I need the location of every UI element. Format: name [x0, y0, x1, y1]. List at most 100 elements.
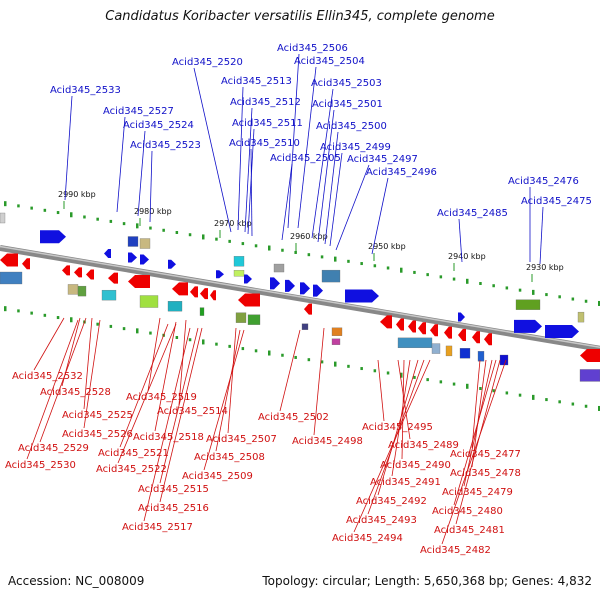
gene-label-bottom: Acid345_2489	[388, 440, 459, 451]
scale-tick-label: 2980 kbp	[134, 207, 172, 216]
gene-label-bottom: Acid345_2498	[292, 436, 363, 447]
outer-scale-dot	[426, 273, 429, 277]
outer-scale-dot	[96, 217, 99, 221]
leader-line-top	[324, 131, 339, 245]
gene-feature-box	[77, 285, 87, 297]
inner-scale-dot	[558, 400, 561, 404]
gene-arrow-forward	[168, 259, 176, 269]
inner-scale-dot	[360, 367, 363, 371]
inner-scale-dot	[334, 361, 337, 367]
gene-feature-box	[233, 270, 245, 277]
gene-feature-box	[139, 295, 159, 308]
leader-line-bottom	[471, 359, 487, 468]
gene-label-bottom: Acid345_2532	[12, 371, 83, 382]
inner-scale-dot	[30, 311, 33, 315]
gene-arrow-reverse	[396, 318, 404, 331]
inner-scale-dot	[96, 322, 99, 326]
outer-scale-dot	[281, 248, 284, 252]
leader-line-bottom	[119, 323, 169, 448]
gene-arrow-forward	[244, 274, 252, 284]
outer-scale-dot	[360, 262, 363, 266]
outer-scale-dot	[479, 282, 482, 286]
gene-feature-box	[127, 236, 139, 247]
gene-arrow-reverse	[472, 331, 480, 344]
leader-line-top	[281, 163, 293, 241]
gene-label-top: Acid345_2501	[312, 99, 383, 110]
outer-scale-dot	[598, 300, 600, 306]
gene-label-top: Acid345_2533	[50, 85, 121, 96]
gene-label-bottom: Acid345_2508	[194, 452, 265, 463]
leader-line-bottom	[83, 319, 101, 429]
gene-label-top: Acid345_2512	[230, 97, 301, 108]
gene-label-top: Acid345_2476	[508, 176, 579, 187]
outer-scale-dot	[122, 222, 126, 226]
outer-scale-dot	[202, 234, 205, 240]
leader-line-top	[329, 152, 343, 247]
leader-line-top	[149, 150, 153, 223]
gene-label-bottom: Acid345_2528	[40, 387, 111, 398]
gene-arrow-forward	[285, 279, 295, 292]
inner-scale-dot	[70, 317, 73, 323]
gene-feature-box	[459, 348, 471, 359]
gene-label-top: Acid345_2510	[229, 138, 300, 149]
gene-label-top: Acid345_2503	[311, 78, 382, 89]
gene-label-top: Acid345_2513	[221, 76, 292, 87]
leader-line-bottom	[154, 321, 177, 432]
outer-scale-dot	[584, 299, 588, 303]
gene-arrow-reverse	[484, 333, 492, 346]
inner-scale-dot	[17, 309, 20, 313]
outer-scale-dot	[545, 293, 548, 297]
gene-arrow-forward	[104, 248, 111, 258]
scale-tick-label: 2970 kbp	[214, 219, 252, 228]
leader-line-top	[64, 95, 73, 201]
leader-line-top	[193, 67, 232, 233]
dots-layer	[4, 201, 600, 411]
gene-feature-box	[397, 337, 433, 349]
leader-line-bottom	[117, 323, 177, 464]
leader-line-bottom	[159, 327, 199, 484]
inner-scale-dot	[281, 353, 284, 357]
gene-feature-box	[0, 212, 6, 224]
leader-line-bottom	[215, 329, 241, 452]
inner-scale-dot	[254, 349, 258, 353]
inner-scale-dot	[466, 383, 469, 389]
leader-line-top	[311, 88, 334, 239]
leader-line-bottom	[26, 319, 79, 460]
gene-arrow-forward	[345, 289, 379, 303]
gene-feature-box	[515, 299, 541, 310]
leader-line-top	[287, 53, 300, 229]
inner-scale-dot	[228, 344, 231, 348]
gene-arrow-reverse	[210, 290, 216, 301]
inner-scale-dot	[188, 338, 192, 342]
inner-scale-dot	[413, 375, 416, 379]
leader-line-bottom	[455, 359, 501, 525]
leader-line-bottom	[143, 327, 191, 522]
genes-layer	[0, 212, 600, 382]
leader-line-top	[297, 66, 317, 229]
outer-scale-dot	[518, 288, 522, 292]
outer-scale-dot	[254, 244, 258, 248]
topology-text: Topology: circular; Length: 5,650,368 bp…	[262, 574, 592, 588]
outer-scale-dot	[228, 239, 231, 243]
gene-arrow-forward	[545, 325, 579, 339]
inner-scale-dot	[479, 387, 482, 391]
gene-label-bottom: Acid345_2479	[442, 487, 513, 498]
inner-scale-dot	[215, 342, 218, 346]
leader-line-bottom	[147, 317, 161, 392]
leader-line-bottom	[227, 327, 237, 434]
outer-scale-dot	[175, 231, 179, 235]
gene-label-bottom: Acid345_2515	[138, 484, 209, 495]
backbone-layer	[0, 245, 600, 352]
gene-feature-box	[321, 269, 341, 283]
gene-label-bottom: Acid345_2518	[133, 432, 204, 443]
leader-line-bottom	[279, 329, 301, 412]
inner-scale-dot	[136, 328, 139, 334]
gene-arrow-reverse	[304, 303, 312, 315]
inner-scale-dot	[202, 339, 205, 345]
accession-text: Accession: NC_008009	[8, 574, 145, 588]
inner-scale-dot	[452, 382, 456, 386]
outer-scale-dot	[149, 226, 152, 230]
scale-tick-label: 2990 kbp	[58, 190, 96, 199]
gene-feature-box	[199, 307, 205, 316]
